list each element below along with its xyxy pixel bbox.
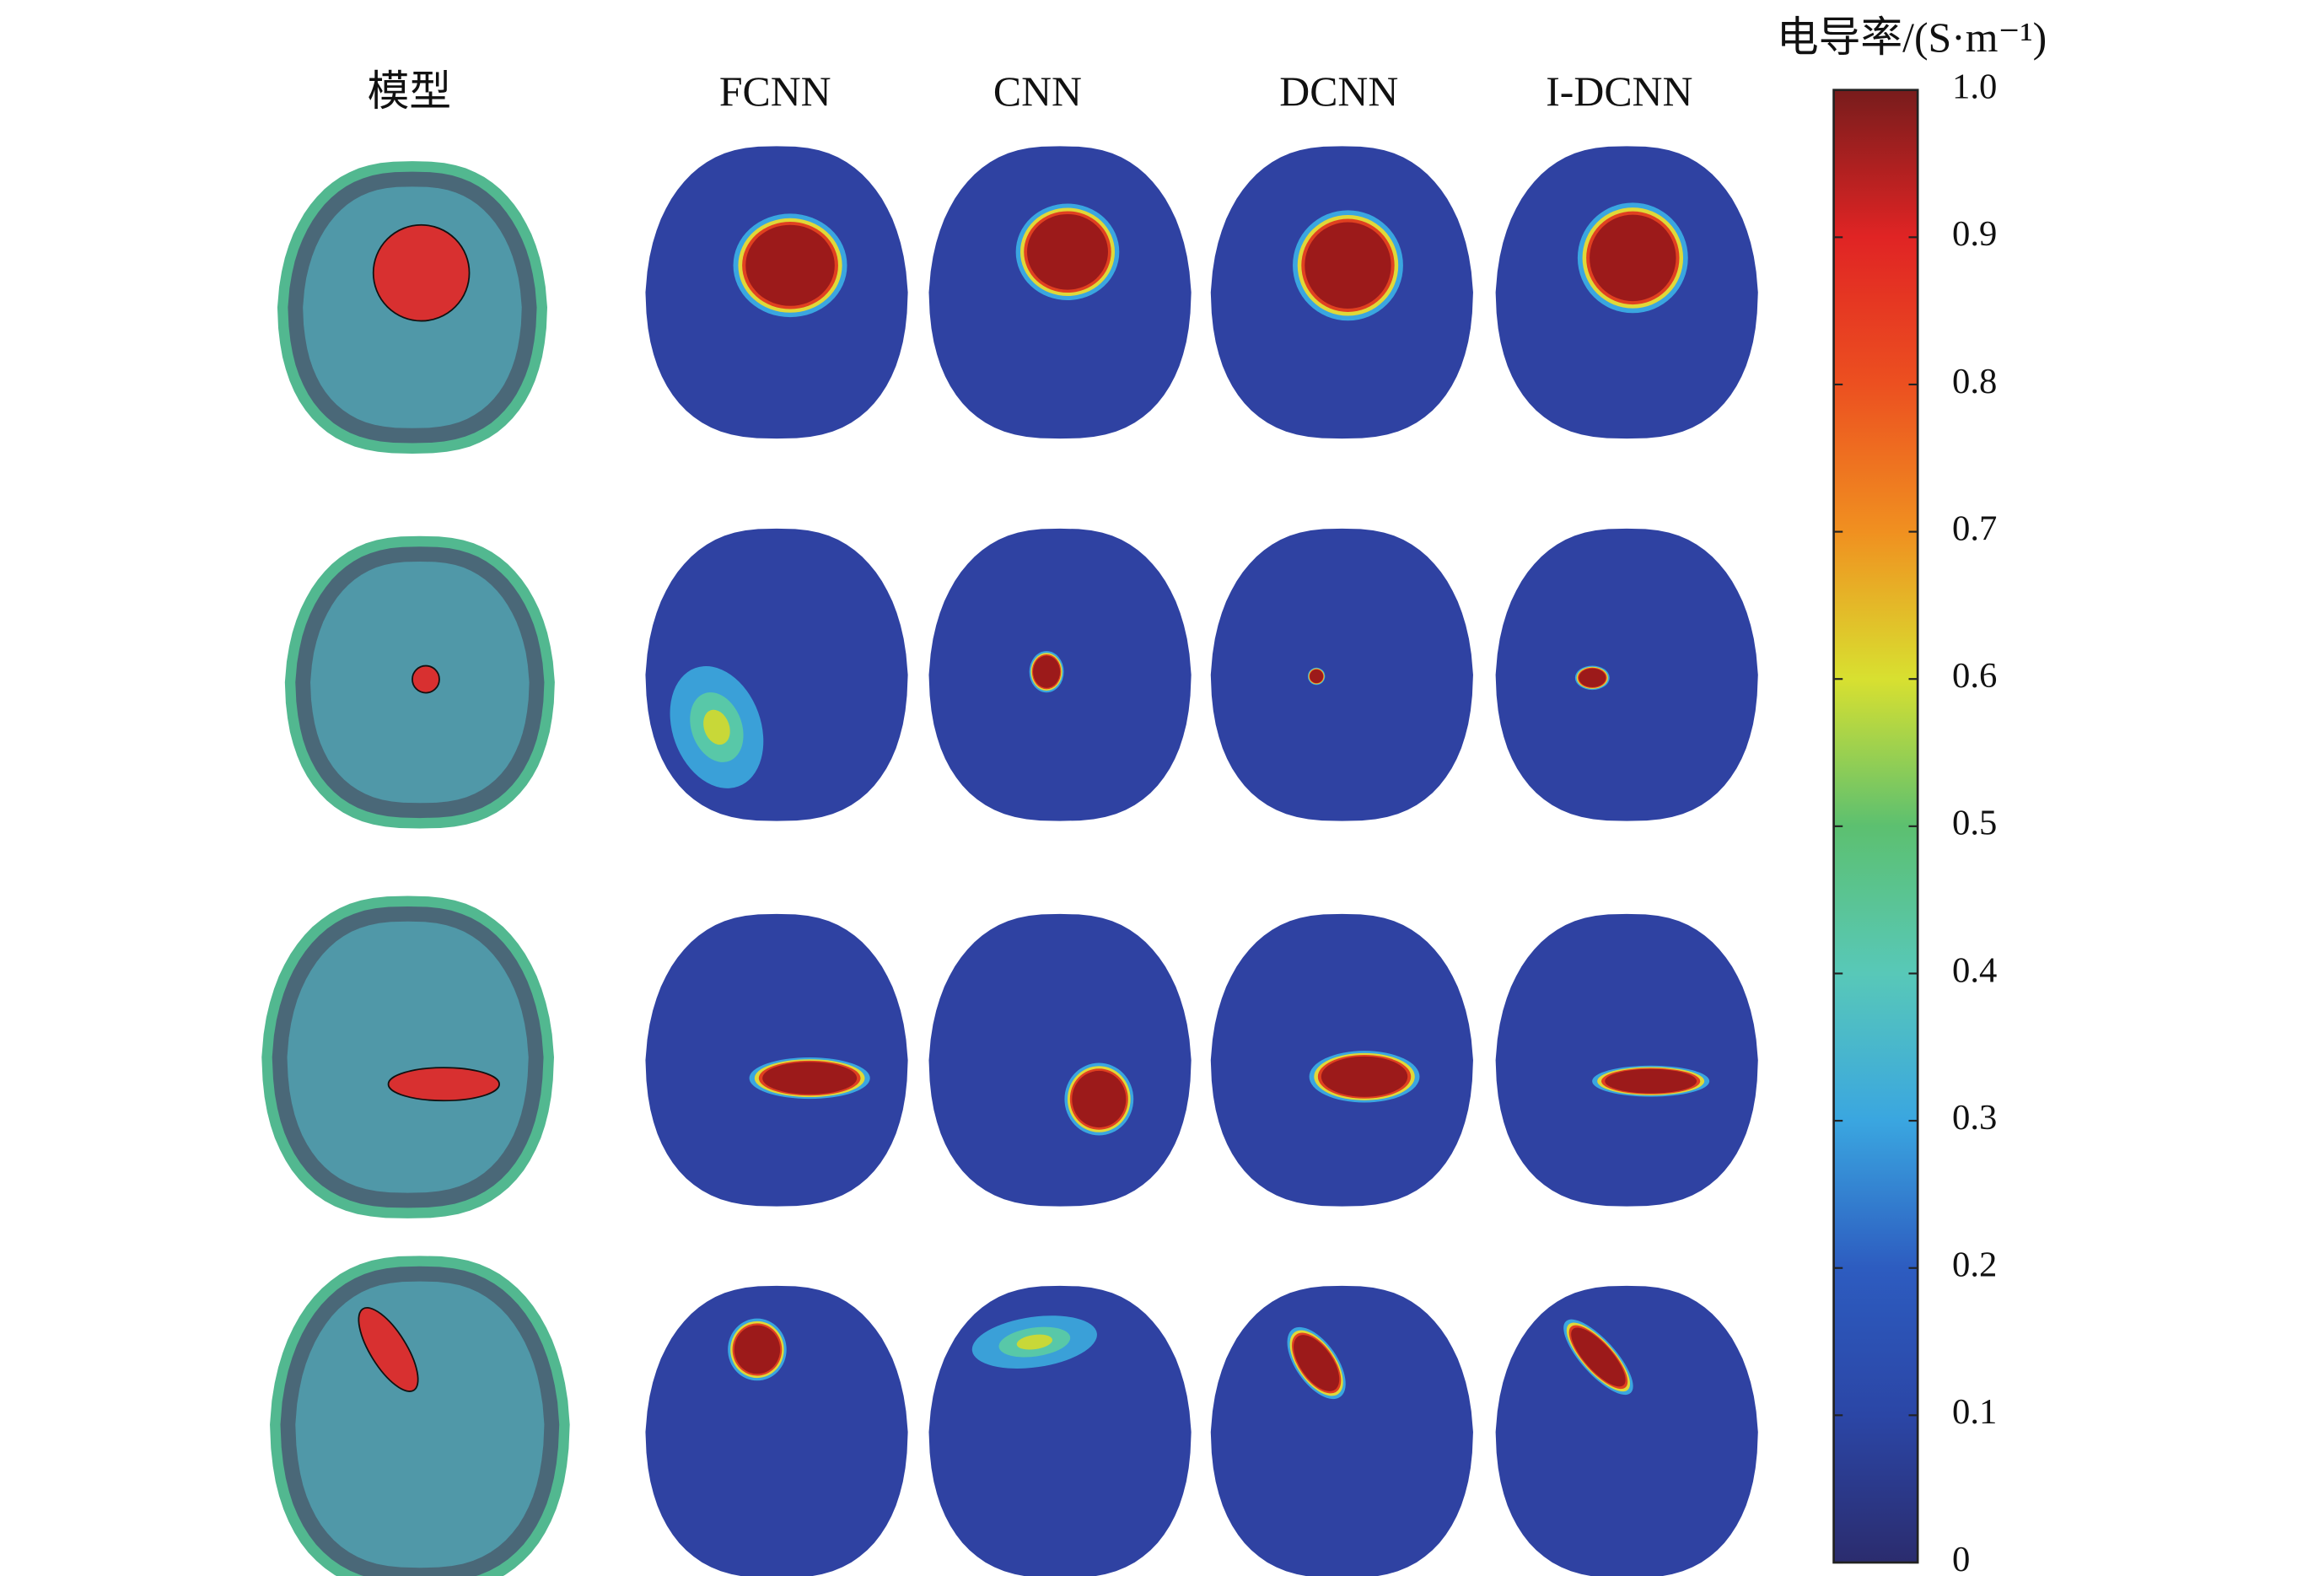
reconstruction	[1495, 1285, 1758, 1576]
conductivity-blob	[762, 1062, 858, 1095]
reconstruction	[1495, 913, 1758, 1207]
reconstruction	[1210, 528, 1473, 821]
conductivity-blob	[1033, 655, 1061, 688]
reconstruction	[645, 913, 908, 1207]
conductivity-blob	[734, 1325, 781, 1374]
conductivity-blob	[1016, 1334, 1053, 1350]
colorbar-label: 电导率/(S·m⁻¹)	[1777, 14, 2047, 61]
colorbar-tick-label: 0.9	[1952, 214, 1997, 254]
conductivity-blob	[1072, 1070, 1127, 1128]
model-tumor	[387, 1067, 500, 1102]
colorbar	[1832, 89, 1919, 1564]
model-tumor	[412, 664, 440, 694]
conductivity-blob	[1026, 213, 1108, 290]
conductivity-blob	[1294, 1335, 1340, 1391]
colorbar-tick-label: 0.5	[1952, 804, 1997, 843]
conductivity-blob	[1579, 668, 1606, 687]
colorbar-tick-label: 0.1	[1952, 1392, 1997, 1432]
model-brain	[287, 921, 529, 1193]
reconstruction	[1495, 528, 1758, 821]
reconstruction	[928, 913, 1192, 1207]
colorbar-tick-label: 0.8	[1952, 362, 1997, 401]
conductivity-blob	[1605, 1068, 1697, 1094]
colorbar-tick-label: 0.4	[1952, 950, 1997, 990]
conductivity-blob	[1321, 1056, 1408, 1097]
colorbar-tick-label: 0.7	[1952, 508, 1997, 548]
colorbar-tick-label: 0	[1952, 1540, 1970, 1576]
conductivity-blob	[1310, 670, 1324, 684]
column-header: I-DCNN	[1546, 68, 1692, 115]
model-brain	[295, 1281, 545, 1568]
column-header: 模型	[368, 68, 452, 115]
reconstruction	[645, 1285, 908, 1576]
model-tumor	[372, 223, 471, 322]
colorbar-tick-label: 0.2	[1952, 1245, 1997, 1285]
reconstruction	[1210, 1285, 1473, 1576]
model-tumor	[358, 1307, 419, 1392]
conductivity-blob	[1590, 214, 1676, 302]
conductivity-blob	[703, 709, 730, 745]
conductivity-blob	[745, 224, 835, 306]
colorbar-tick-label: 0.3	[1952, 1098, 1997, 1138]
column-header: FCNN	[719, 68, 831, 115]
column-header: DCNN	[1279, 68, 1398, 115]
colorbar-tick-label: 0.6	[1952, 656, 1997, 696]
colorbar-tick-label: 1.0	[1952, 67, 1997, 106]
column-header: CNN	[993, 68, 1082, 115]
conductivity-blob	[1571, 1327, 1626, 1387]
conductivity-blob	[1305, 222, 1391, 309]
